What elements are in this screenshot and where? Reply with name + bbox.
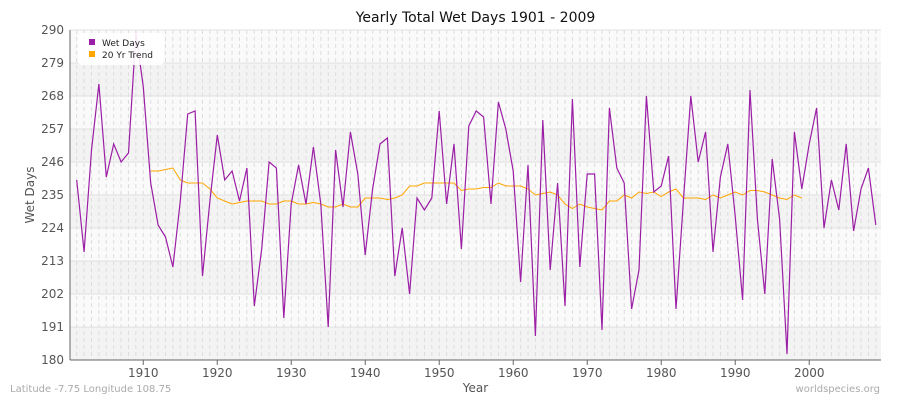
series-line-wet-days (76, 32, 877, 355)
y-tick-label: 191 (41, 320, 64, 334)
legend-label: 20 Yr Trend (102, 51, 153, 61)
y-tick-label: 257 (41, 122, 64, 136)
x-tick-label: 2000 (794, 366, 825, 380)
y-tick-label: 246 (41, 155, 64, 169)
y-tick-label: 202 (41, 287, 64, 301)
y-tick-label: 180 (41, 353, 64, 367)
x-tick-label: 1910 (128, 366, 159, 380)
grid-band (70, 261, 881, 294)
grid-band (70, 195, 881, 228)
x-tick-label: 1930 (276, 366, 307, 380)
y-tick-label: 224 (41, 221, 64, 235)
x-tick-label: 1960 (498, 366, 529, 380)
credit-label: worldspecies.org (795, 384, 880, 395)
x-tick-label: 1940 (350, 366, 381, 380)
chart-title: Yearly Total Wet Days 1901 - 2009 (355, 10, 596, 26)
y-tick-label: 279 (41, 56, 64, 70)
legend-label: Wet Days (102, 39, 145, 49)
location-label: Latitude -7.75 Longitude 108.75 (10, 384, 172, 395)
x-tick-label: 1990 (720, 366, 751, 380)
series-line-20-yr-trend (150, 167, 802, 211)
grid-band (70, 327, 881, 360)
x-axis-label: Year (462, 381, 488, 395)
legend-box (78, 33, 164, 65)
grid-band (70, 129, 881, 162)
x-tick-label: 1920 (202, 366, 233, 380)
y-axis-label: Wet Days (23, 166, 37, 223)
legend-swatch (89, 51, 95, 57)
x-tick-label: 1950 (424, 366, 455, 380)
y-tick-label: 290 (41, 23, 64, 37)
x-tick-label: 1980 (646, 366, 677, 380)
y-tick-label: 213 (41, 254, 64, 268)
x-tick-label: 1970 (572, 366, 603, 380)
legend-swatch (89, 39, 95, 45)
grid-band (70, 63, 881, 96)
y-tick-label: 268 (41, 89, 64, 103)
y-tick-label: 235 (41, 188, 64, 202)
